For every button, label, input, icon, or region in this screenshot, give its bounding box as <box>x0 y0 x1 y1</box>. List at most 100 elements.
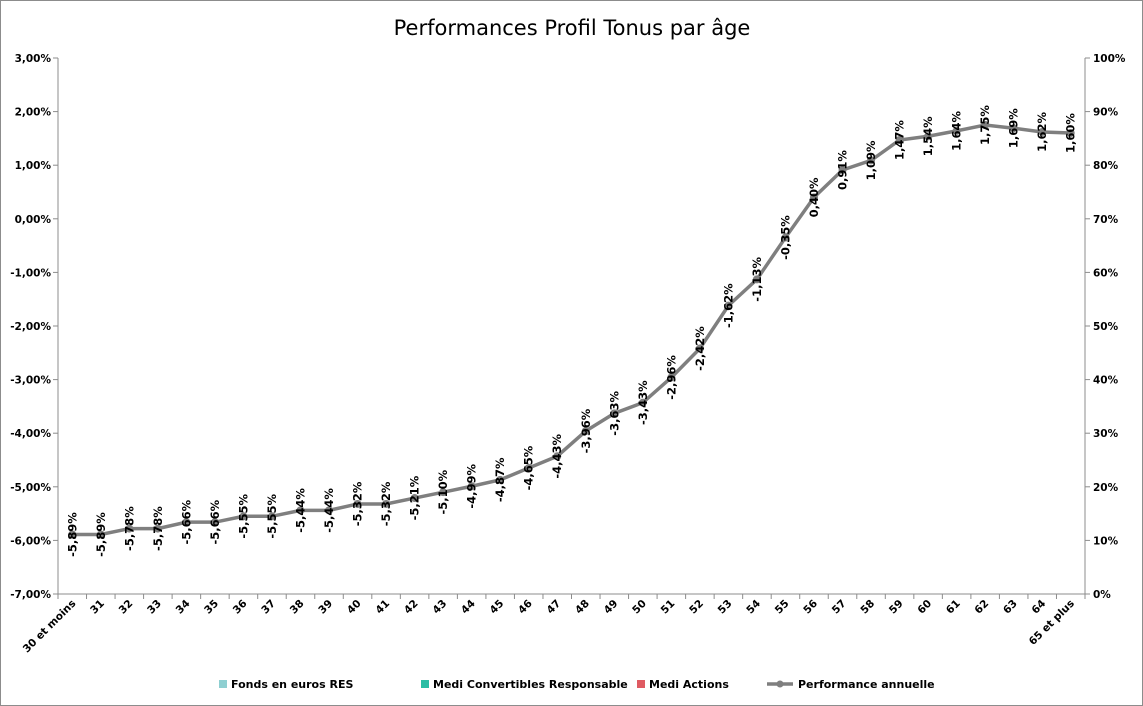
performance-point <box>952 126 961 135</box>
x-tick-label: 52 <box>687 598 706 617</box>
performance-data-label: -4,99% <box>465 463 479 508</box>
x-tick-label: 41 <box>373 598 392 617</box>
x-tick-label: 50 <box>630 598 649 617</box>
performance-data-label: 1,09% <box>864 140 878 180</box>
performance-line <box>72 123 1071 537</box>
performance-data-label: -4,87% <box>493 457 507 502</box>
performance-point <box>296 506 305 515</box>
performance-point <box>439 488 448 497</box>
y-left-tick-label: 3,00% <box>15 53 52 65</box>
performance-point <box>924 132 933 141</box>
performance-data-label: -5,44% <box>293 488 307 533</box>
x-tick-label: 54 <box>744 598 763 617</box>
performance-data-label: 1,75% <box>978 105 992 145</box>
y-right-tick-label: 10% <box>1093 535 1119 547</box>
y-left-tick-label: 2,00% <box>15 107 52 119</box>
performance-point <box>781 233 790 242</box>
x-tick-label: 39 <box>316 598 335 617</box>
x-tick-label: 40 <box>345 598 364 617</box>
x-tick-label: 32 <box>117 598 136 617</box>
performance-point <box>410 494 419 503</box>
y-right-tick-label: 40% <box>1093 375 1119 387</box>
performance-data-label: -5,55% <box>265 493 279 538</box>
legend-marker <box>776 680 784 688</box>
performance-data-label: 1,69% <box>1007 108 1021 148</box>
performance-data-label: -5,55% <box>236 493 250 538</box>
performance-data-label: -5,89% <box>94 512 108 557</box>
performance-point <box>667 373 676 382</box>
performance-point <box>752 275 761 284</box>
performance-point <box>695 344 704 353</box>
performance-point <box>1038 127 1047 136</box>
performance-point <box>981 121 990 129</box>
x-tick-label: 57 <box>830 598 849 617</box>
x-tick-label: 37 <box>259 598 278 617</box>
performance-point <box>638 398 647 407</box>
performance-point <box>809 193 818 202</box>
x-tick-label: 62 <box>972 598 991 617</box>
performance-point <box>467 482 476 491</box>
y-right-tick-label: 20% <box>1093 482 1119 494</box>
legend-label: Medi Actions <box>649 678 729 691</box>
performance-line-layer <box>68 121 1075 539</box>
chart-title: Performances Profil Tonus par âge <box>394 16 751 40</box>
x-tick-label: 33 <box>145 598 164 617</box>
performance-point <box>382 499 391 508</box>
x-tick-label: 51 <box>659 598 678 617</box>
performance-point <box>496 475 505 484</box>
x-tick-label: 46 <box>516 598 535 617</box>
performance-point <box>353 499 362 508</box>
y-right-tick-label: 30% <box>1093 428 1119 440</box>
y-right-tick-label: 60% <box>1093 267 1119 279</box>
performance-data-label: -0,35% <box>778 215 792 260</box>
y-left-tick-label: -3,00% <box>10 375 51 387</box>
performance-point <box>125 524 134 533</box>
performance-point <box>182 518 191 527</box>
y-right-tick-label: 70% <box>1093 214 1119 226</box>
legend-label: Fonds en euros RES <box>231 678 353 691</box>
performance-data-label: -1,13% <box>750 257 764 302</box>
x-tick-label: 48 <box>573 598 592 617</box>
x-tick-label: 63 <box>1001 598 1020 617</box>
y-right-tick-label: 100% <box>1093 53 1126 65</box>
performance-data-label: -2,96% <box>664 355 678 400</box>
x-tick-label: 53 <box>716 598 735 617</box>
x-tick-label: 45 <box>487 598 506 617</box>
y-left-tick-label: -2,00% <box>10 321 51 333</box>
y-left-tick-label: 0,00% <box>15 214 52 226</box>
y-left-tick-label: -1,00% <box>10 267 51 279</box>
y-right-tick-label: 0% <box>1093 589 1111 601</box>
performance-point <box>239 512 248 521</box>
performance-data-label: -5,44% <box>322 488 336 533</box>
x-tick-label: 49 <box>602 598 621 617</box>
performance-data-label: -4,65% <box>522 445 536 490</box>
x-tick-label: 47 <box>545 598 564 617</box>
performance-point <box>1066 129 1075 138</box>
y-left-tick-label: -5,00% <box>10 482 51 494</box>
legend-label: Medi Convertibles Responsable <box>433 678 628 691</box>
performance-data-label: -5,89% <box>65 512 79 557</box>
x-tick-label: 61 <box>944 598 963 617</box>
performance-point <box>867 156 876 165</box>
performance-data-label: -1,62% <box>721 283 735 328</box>
performance-data-label: 1,60% <box>1064 113 1078 153</box>
performance-data-label: 1,64% <box>950 110 964 150</box>
x-tick-label: 38 <box>288 598 307 617</box>
legend-swatch <box>421 680 429 688</box>
performance-data-label: -3,63% <box>607 391 621 436</box>
performance-data-label: -5,32% <box>351 481 365 526</box>
x-tick-label: 58 <box>858 598 877 617</box>
y-left-tick-label: -4,00% <box>10 428 51 440</box>
x-tick-label: 35 <box>202 598 221 617</box>
performance-point <box>610 409 619 418</box>
data-labels-layer: -5,89% -5,89% -5,78% -5,78% -5,66% -5,66% -5,5… <box>65 105 1077 557</box>
performance-data-label: -5,21% <box>408 475 422 520</box>
y-left-tick-label: -6,00% <box>10 535 51 547</box>
performance-data-label: 1,47% <box>893 120 907 160</box>
performance-point <box>724 301 733 310</box>
x-tick-label: 42 <box>402 598 421 617</box>
y-right-tick-label: 80% <box>1093 160 1119 172</box>
performance-data-label: -5,66% <box>179 499 193 544</box>
y-right-tick-label: 90% <box>1093 107 1119 119</box>
